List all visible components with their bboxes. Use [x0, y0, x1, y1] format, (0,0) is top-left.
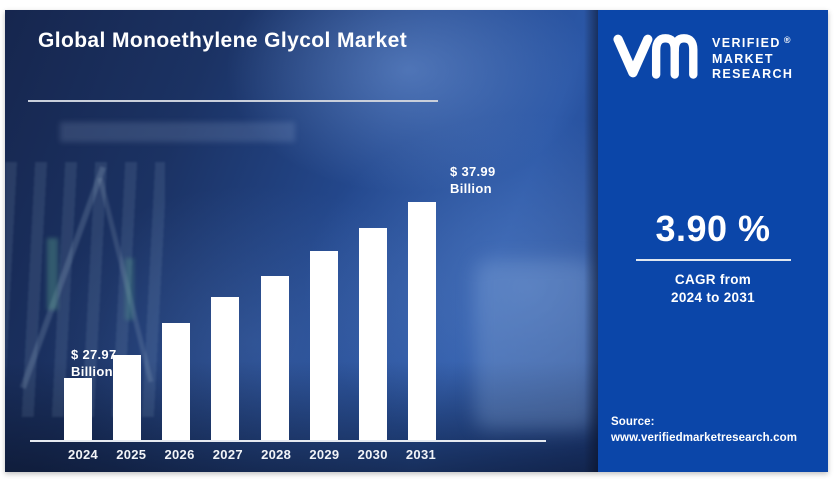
data-label-2024-value: $ 27.97: [71, 347, 117, 362]
data-label-2031-value: $ 37.99: [450, 164, 496, 179]
data-label-2031: $ 37.99 Billion: [450, 163, 495, 197]
background-lab-shelf: [60, 122, 295, 142]
x-tick-label-2024: 2024: [67, 447, 99, 462]
bars-row: [64, 202, 436, 440]
bar-2025: [113, 355, 142, 440]
bar-2028: [260, 276, 289, 440]
background-liquid-highlight: [125, 258, 134, 320]
x-tick-label-2031: 2031: [405, 447, 437, 462]
chart-panel: Global Monoethylene Glycol Market $ 27.9…: [5, 10, 598, 472]
x-tick-label-2028: 2028: [261, 447, 292, 462]
bar-2031: [407, 202, 436, 440]
cagr-stat: 3.90 % CAGR from 2024 to 2031: [598, 208, 828, 307]
cagr-caption: CAGR from 2024 to 2031: [598, 271, 828, 307]
data-label-2024-unit: Billion: [71, 364, 113, 379]
cagr-value: 3.90 %: [655, 208, 771, 249]
brand-logo: VERIFIED ® MARKET RESEARCH: [610, 30, 793, 87]
x-tick-label-2025: 2025: [116, 447, 147, 462]
x-axis-line: [30, 440, 546, 442]
cagr-caption-line1: CAGR from: [674, 272, 752, 287]
x-tick-label-2026: 2026: [164, 447, 195, 462]
cagr-caption-line2: 2024 to 2031: [671, 290, 755, 305]
brand-name-line2: MARKET: [712, 51, 774, 66]
market-report-poster: Global Monoethylene Glycol Market $ 27.9…: [5, 10, 828, 472]
brand-panel: VERIFIED ® MARKET RESEARCH 3.90 % CAGR from…: [598, 10, 828, 472]
x-tick-label-2027: 2027: [212, 447, 243, 462]
brand-name: VERIFIED ® MARKET RESEARCH: [712, 35, 794, 83]
x-axis-tick-labels: 2024 2025 2026 2027 2028 2029 2030 2031: [59, 447, 445, 462]
background-liquid-highlight: [47, 238, 58, 310]
x-tick-label-2029: 2029: [309, 447, 340, 462]
data-label-2031-unit: Billion: [450, 181, 492, 196]
panel-edge-shadow: [584, 10, 598, 472]
registered-trademark-icon: ®: [783, 35, 792, 45]
brand-name-line1: VERIFIED: [712, 36, 781, 50]
source-attribution: Source: www.verifiedmarketresearch.com: [611, 415, 797, 446]
bar-2024: [64, 378, 92, 440]
title-underline: [28, 100, 438, 102]
bar-2027: [211, 297, 240, 440]
vm-monogram-icon: [610, 30, 706, 87]
bar-2030: [358, 228, 387, 440]
bar-2026: [162, 323, 191, 440]
background-lab-bench: [475, 260, 595, 430]
bar-2029: [309, 251, 338, 440]
brand-name-line3: RESEARCH: [712, 67, 794, 81]
data-label-2024: $ 27.97 Billion: [71, 346, 116, 380]
x-tick-label-2030: 2030: [357, 447, 388, 462]
cagr-underline: [635, 259, 791, 261]
page-title: Global Monoethylene Glycol Market: [38, 29, 408, 52]
source-url: www.verifiedmarketresearch.com: [611, 431, 798, 444]
source-label: Source:: [611, 416, 655, 428]
